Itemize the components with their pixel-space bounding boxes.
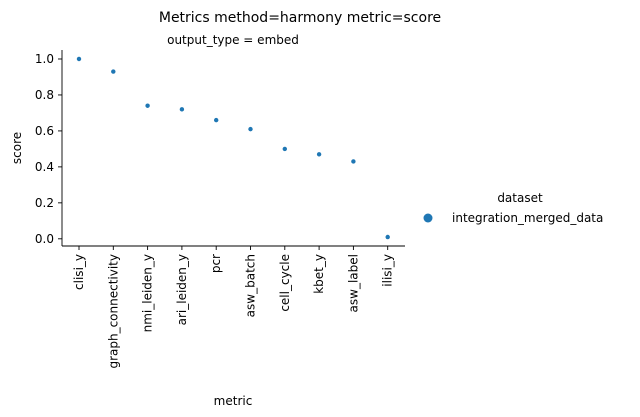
x-tick-label: cell_cycle xyxy=(278,254,292,312)
x-tick-label: asw_label xyxy=(346,254,360,312)
x-tick-label: nmi_leiden_y xyxy=(141,254,155,332)
facet-subtitle: output_type = embed xyxy=(167,33,299,47)
data-points xyxy=(76,56,390,240)
data-point-ilisi-y xyxy=(385,234,390,240)
data-point-kbet-y xyxy=(316,152,322,157)
data-point-clisi-y xyxy=(76,56,82,62)
y-tick-label: 1.0 xyxy=(35,52,54,66)
x-tick-label: graph_connectivity xyxy=(106,254,120,369)
x-tick-label: ari_leiden_y xyxy=(175,254,189,325)
y-tick-label: 0.8 xyxy=(35,88,54,102)
data-point-ari-leiden-y xyxy=(179,107,185,112)
data-point-graph-connectivity xyxy=(111,69,116,74)
data-point-pcr xyxy=(214,117,219,123)
y-tick-label: 0.0 xyxy=(35,232,54,246)
x-tick-label: pcr xyxy=(209,254,223,273)
legend: dataset integration_merged_data xyxy=(423,191,603,225)
x-tick-label: kbet_y xyxy=(312,254,326,294)
data-point-asw-batch xyxy=(248,126,253,132)
data-point-cell-cycle xyxy=(282,146,287,152)
x-tick-label: asw_batch xyxy=(244,254,258,317)
x-tick-label: clisi_y xyxy=(72,254,86,290)
y-tick-label: 0.4 xyxy=(35,160,54,174)
x-tick-label: ilisi_y xyxy=(381,254,395,287)
legend-title: dataset xyxy=(497,191,543,205)
y-axis-label: score xyxy=(10,132,24,164)
data-point-asw-label xyxy=(351,159,356,164)
y-tick-label: 0.2 xyxy=(35,196,54,210)
y-tick-label: 0.6 xyxy=(35,124,54,138)
x-axis-label: metric xyxy=(214,394,253,408)
x-ticks: clisi_y graph_connectivity nmi_leiden_y ari… xyxy=(72,246,395,369)
legend-marker xyxy=(423,213,433,223)
chart-title: Metrics method=harmony metric=score xyxy=(159,10,441,26)
y-ticks: 0.0 0.2 0.4 0.6 0.8 1.0 xyxy=(35,52,62,246)
data-point-nmi-leiden-y xyxy=(145,103,150,108)
legend-label: integration_merged_data xyxy=(452,211,603,225)
